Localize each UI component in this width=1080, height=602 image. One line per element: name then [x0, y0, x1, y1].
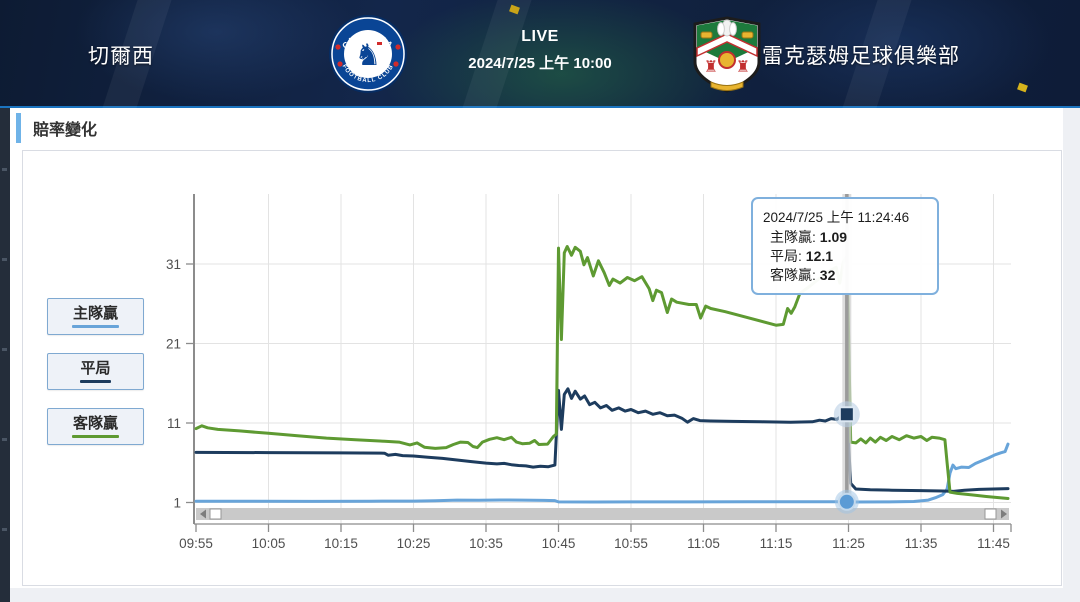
bottom-strip [10, 588, 1063, 602]
wrexham-lion-glyph: ♜ [736, 59, 750, 76]
legend-color-bar [72, 324, 119, 328]
scrollbar-right-handle[interactable] [984, 508, 997, 520]
svg-text:11:05: 11:05 [687, 536, 720, 551]
svg-text:10:05: 10:05 [252, 536, 286, 551]
left-edge-sidebar [0, 108, 10, 602]
legend-button-home-win[interactable]: 主隊贏 [47, 298, 144, 335]
svg-text:10:55: 10:55 [614, 536, 648, 551]
legend-button-away-win[interactable]: 客隊贏 [47, 408, 144, 445]
match-header-banner: 切爾西 CHELSEA FOOTBALL CLUB ♞ LIVE [0, 0, 1080, 108]
svg-text:10:25: 10:25 [397, 536, 431, 551]
svg-text:10:45: 10:45 [542, 536, 576, 551]
wrexham-crest-icon: ♜ ♜ [693, 16, 761, 93]
svg-text:11:45: 11:45 [977, 536, 1010, 551]
odds-line-chart[interactable]: 09:55 10:05 10:15 10:25 10:35 10:45 10:55 11:05… [23, 151, 1061, 585]
confetti-speck [1017, 82, 1028, 93]
crosshair[interactable] [833, 194, 860, 514]
away-team-name: 雷克瑟姆足球俱樂部 [762, 45, 960, 68]
svg-text:31: 31 [166, 257, 181, 272]
svg-text:11: 11 [167, 416, 181, 431]
odds-chart-card: 09:55 10:05 10:15 10:25 10:35 10:45 10:55 11:05… [22, 150, 1062, 586]
svg-text:1: 1 [173, 496, 181, 511]
crosshair-square-marker[interactable] [838, 406, 855, 423]
svg-text:09:55: 09:55 [179, 536, 213, 551]
section-accent-bar [16, 113, 21, 143]
live-info: LIVE 2024/7/25 上午 10:00 [440, 28, 640, 73]
svg-text:11:25: 11:25 [832, 536, 865, 551]
scrollbar-left-arrow[interactable] [200, 509, 206, 519]
legend-button-draw[interactable]: 平局 [47, 353, 144, 390]
legend-color-bar [80, 379, 111, 383]
wrexham-lion-glyph: ♜ [704, 59, 718, 76]
chart-scrollbar[interactable] [196, 508, 1009, 520]
section-header: 賠率變化 [16, 112, 97, 144]
chelsea-lion-glyph: ♞ [355, 39, 382, 72]
legend-label: 主隊贏 [72, 304, 118, 322]
section-title: 賠率變化 [33, 122, 98, 139]
series-line-客隊贏 [194, 245, 1010, 500]
scrollbar-left-handle[interactable] [209, 508, 222, 520]
legend-label: 客隊贏 [72, 414, 118, 432]
x-axis: 09:55 10:05 10:15 10:25 10:35 10:45 10:55 11:05… [179, 194, 1012, 551]
crosshair-circle-marker[interactable] [837, 492, 856, 511]
match-start-time: 2024/7/25 上午 10:00 [468, 55, 612, 72]
svg-text:21: 21 [166, 337, 181, 352]
svg-text:10:15: 10:15 [324, 536, 358, 551]
home-team-name: 切爾西 [88, 45, 154, 68]
scrollbar-right-arrow[interactable] [1001, 509, 1007, 519]
svg-text:10:35: 10:35 [469, 536, 503, 551]
chelsea-crest-icon: CHELSEA FOOTBALL CLUB ♞ [329, 15, 407, 93]
svg-text:11:35: 11:35 [905, 536, 938, 551]
legend-color-bar [72, 434, 119, 438]
svg-text:11:15: 11:15 [760, 536, 793, 551]
right-gutter [1063, 108, 1080, 602]
live-label: LIVE [521, 28, 559, 45]
legend-label: 平局 [80, 359, 111, 377]
